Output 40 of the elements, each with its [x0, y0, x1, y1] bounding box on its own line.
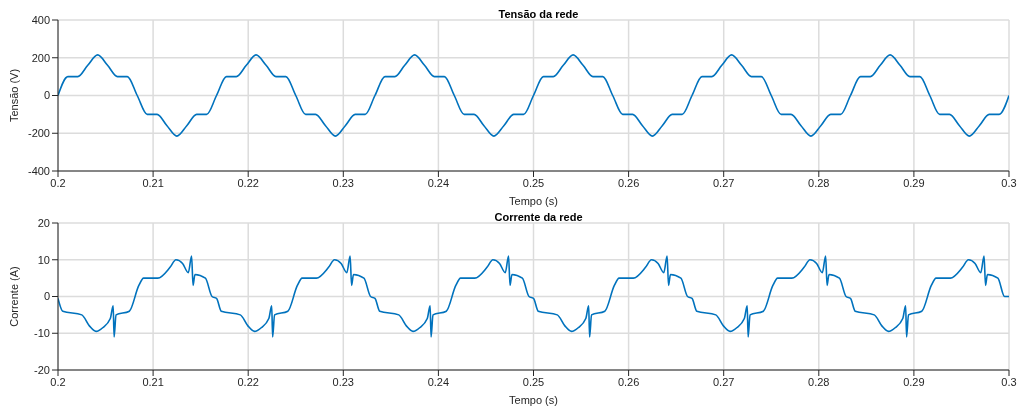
x-tick-label: 0.22: [237, 375, 259, 388]
y-axis-title: Corrente (A): [7, 266, 20, 327]
line-series: [58, 255, 1009, 338]
x-tick-label: 0.24: [427, 176, 450, 189]
x-tick-label: 0.21: [142, 176, 164, 189]
y-tick-label: 0: [43, 89, 50, 102]
x-tick-label: 0.26: [617, 375, 640, 388]
y-tick-label: 200: [31, 51, 50, 64]
x-axis-title: Tempo (s): [509, 394, 558, 406]
x-tick-label: 0.29: [903, 176, 925, 189]
x-tick-label: 0.27: [712, 176, 735, 189]
y-tick-label: 20: [37, 216, 50, 229]
y-tick-label: -20: [34, 363, 50, 376]
y-tick-label: 400: [31, 13, 50, 26]
x-tick-label: 0.29: [903, 375, 925, 388]
x-tick-label: 0.21: [142, 375, 164, 388]
y-tick-label: -10: [34, 327, 50, 340]
x-tick-label: 0.3: [1001, 375, 1017, 388]
x-tick-label: 0.24: [427, 375, 450, 388]
x-tick-label: 0.26: [617, 176, 640, 189]
chart-title: Tensão da rede: [498, 8, 579, 20]
x-tick-label: 0.2: [50, 375, 66, 388]
x-tick-label: 0.23: [332, 375, 355, 388]
y-tick-label: -400: [27, 164, 50, 177]
x-tick-label: 0.28: [808, 176, 830, 189]
chart-title: Corrente da rede: [494, 211, 583, 223]
line-series: [58, 54, 1009, 137]
x-tick-label: 0.25: [522, 176, 545, 189]
x-tick-label: 0.28: [808, 375, 830, 388]
x-tick-label: 0.23: [332, 176, 355, 189]
y-tick-label: 10: [37, 253, 50, 266]
x-tick-label: 0.27: [712, 375, 735, 388]
x-tick-label: 0.22: [237, 176, 259, 189]
x-tick-label: 0.3: [1001, 176, 1017, 189]
x-tick-label: 0.2: [50, 176, 66, 189]
x-tick-label: 0.25: [522, 375, 545, 388]
y-tick-label: 0: [43, 290, 50, 303]
y-tick-label: -200: [27, 127, 50, 140]
y-axis-title: Tensão (V): [7, 68, 20, 123]
x-axis-title: Tempo (s): [509, 195, 558, 207]
